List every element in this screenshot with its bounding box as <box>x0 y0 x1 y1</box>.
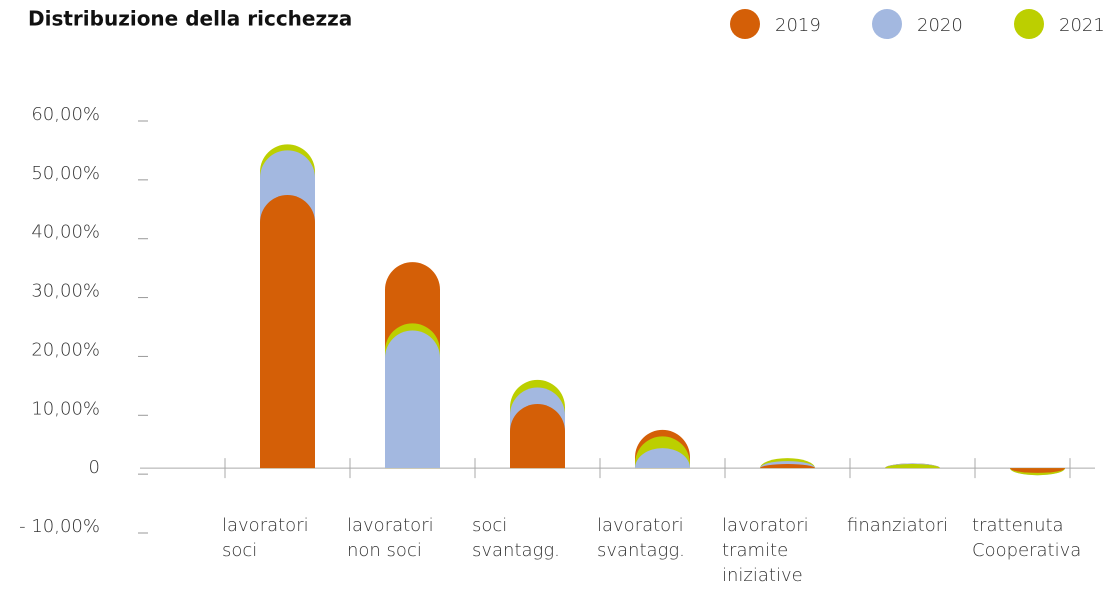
x-tick-label: lavoratori <box>347 515 434 536</box>
legend-label: 2020 <box>917 15 963 36</box>
y-tick-label: 30,00% <box>31 281 100 302</box>
x-tick-label: iniziative <box>722 565 803 586</box>
y-tick-label: - 10,00% <box>19 516 100 537</box>
x-tick-label: non soci <box>347 540 422 561</box>
y-tick-label: 50,00% <box>31 163 100 184</box>
x-tick-label: tramite <box>722 540 788 561</box>
x-tick-label: Cooperativa <box>972 540 1081 561</box>
y-tick-label: 40,00% <box>31 222 100 243</box>
bar <box>1010 468 1065 473</box>
x-tick-label: finanziatori <box>847 515 948 536</box>
x-tick-label: soci <box>472 515 507 536</box>
x-tick-label: trattenuta <box>972 515 1064 536</box>
legend-label: 2021 <box>1059 15 1105 36</box>
x-tick-label: svantagg. <box>472 540 560 561</box>
legend-marker <box>730 9 760 39</box>
y-tick-label: 60,00% <box>31 104 100 125</box>
bar <box>885 464 940 469</box>
x-tick-label: svantagg. <box>597 540 685 561</box>
bar <box>635 448 690 469</box>
legend-marker <box>1014 9 1044 39</box>
x-tick-label: soci <box>222 540 257 561</box>
y-tick-label: 20,00% <box>31 339 100 360</box>
legend-marker <box>872 9 902 39</box>
x-tick-label: lavoratori <box>597 515 684 536</box>
y-tick-label: 10,00% <box>31 398 100 419</box>
bar <box>385 330 440 469</box>
chart-title: Distribuzione della ricchezza <box>28 7 352 31</box>
x-tick-label: lavoratori <box>722 515 809 536</box>
legend-label: 2019 <box>775 15 821 36</box>
bar <box>260 195 315 469</box>
x-tick-label: lavoratori <box>222 515 309 536</box>
y-tick-label: 0 <box>89 457 100 478</box>
bar <box>510 403 565 469</box>
bar <box>760 464 815 469</box>
